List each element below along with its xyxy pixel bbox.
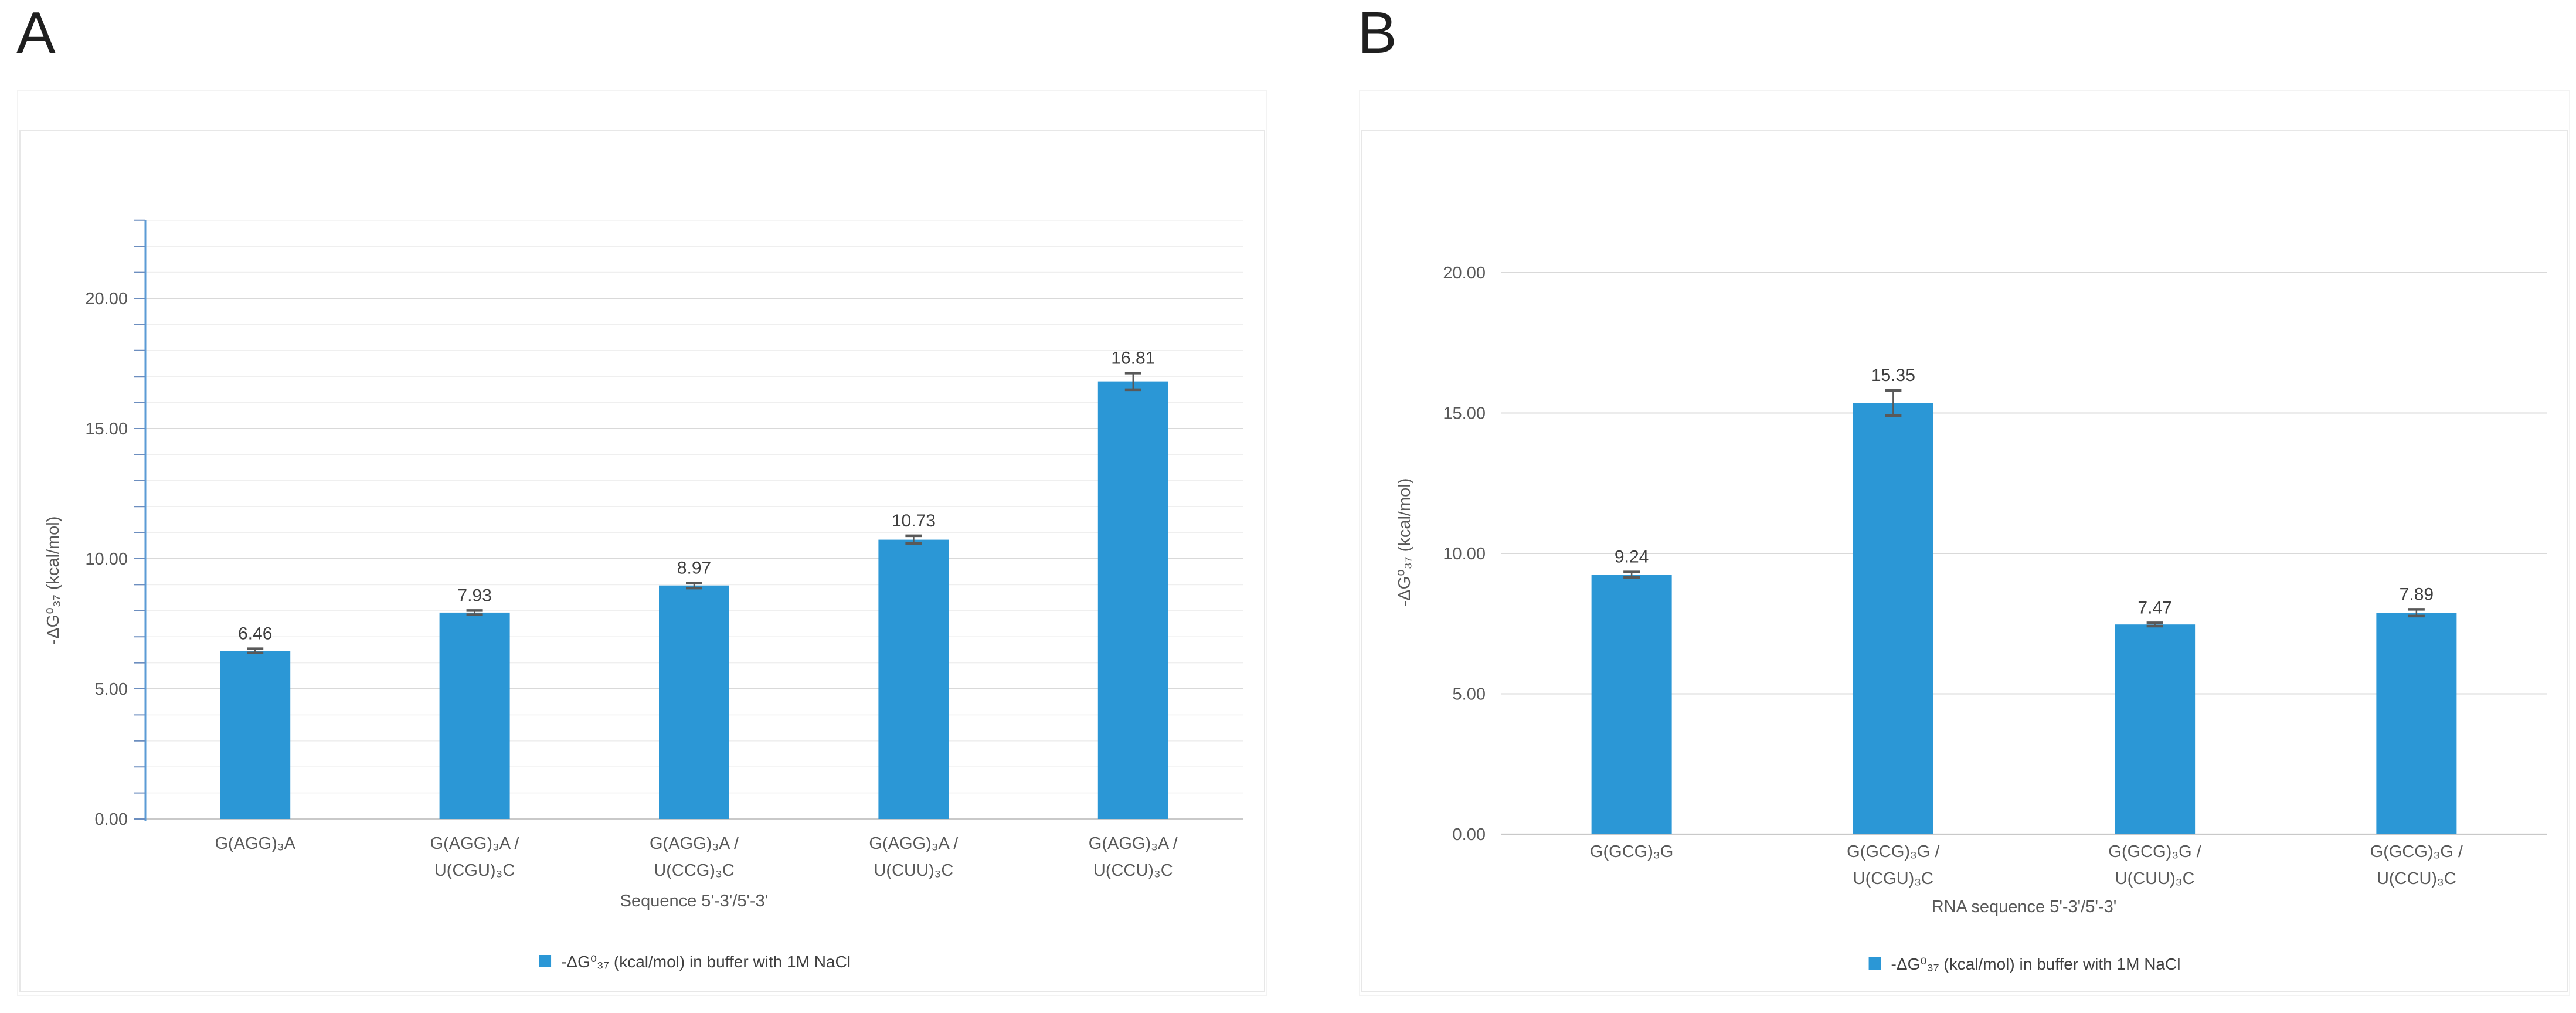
bar bbox=[220, 651, 291, 819]
chart-frame bbox=[1361, 130, 2568, 992]
bar bbox=[2376, 613, 2457, 834]
legend-swatch bbox=[1868, 957, 1881, 970]
category-label: G(GCG)₃G bbox=[1590, 842, 1673, 861]
y-tick-label: 0.00 bbox=[95, 810, 128, 829]
y-tick-label: 20.00 bbox=[1443, 264, 1486, 283]
category-label: G(GCG)₃G / bbox=[2370, 842, 2463, 861]
y-axis-title: -ΔG⁰₃₇ (kcal/mol) bbox=[1395, 478, 1414, 607]
bar bbox=[1853, 403, 1933, 834]
category-label: U(CCU)₃C bbox=[2377, 869, 2456, 888]
bar bbox=[1097, 381, 1168, 819]
bar-value-label: 10.73 bbox=[892, 511, 936, 531]
bar-value-label: 7.89 bbox=[2400, 584, 2434, 604]
y-tick-label: 15.00 bbox=[1443, 404, 1486, 423]
y-tick-label: 5.00 bbox=[95, 680, 128, 699]
bar-value-label: 15.35 bbox=[1871, 366, 1915, 385]
x-axis-title: Sequence 5'-3'/5'-3' bbox=[620, 892, 769, 910]
panel-letter-b: B bbox=[1358, 0, 1397, 66]
bar-value-label: 8.97 bbox=[677, 558, 711, 577]
category-label: G(AGG)₃A / bbox=[869, 834, 959, 853]
panel-letter-a: A bbox=[16, 0, 56, 66]
y-tick-label: 10.00 bbox=[1443, 545, 1486, 563]
bar-value-label: 9.24 bbox=[1615, 548, 1649, 567]
chart-frame bbox=[19, 130, 1265, 992]
y-tick-label: 10.00 bbox=[85, 550, 128, 569]
category-label: G(GCG)₃G / bbox=[1847, 842, 1940, 861]
bar bbox=[2115, 624, 2196, 834]
category-label: U(CUU)₃C bbox=[2115, 869, 2195, 888]
bar bbox=[439, 612, 510, 819]
category-label: G(GCG)₃G / bbox=[2108, 842, 2201, 861]
y-axis-title: -ΔG⁰₃₇ (kcal/mol) bbox=[44, 516, 63, 645]
category-label: G(AGG)₃A / bbox=[650, 834, 739, 853]
bar bbox=[878, 539, 949, 819]
category-label: U(CGU)₃C bbox=[1853, 869, 1933, 888]
category-label: U(CGU)₃C bbox=[434, 861, 515, 880]
legend-label: -ΔG⁰₃₇ (kcal/mol) in buffer with 1M NaCl bbox=[1891, 955, 2181, 973]
category-label: U(CCU)₃C bbox=[1093, 861, 1173, 880]
y-tick-label: 20.00 bbox=[85, 290, 128, 308]
y-tick-label: 5.00 bbox=[1453, 685, 1486, 704]
bar-value-label: 6.46 bbox=[238, 624, 272, 644]
legend-label: -ΔG⁰₃₇ (kcal/mol) in buffer with 1M NaCl bbox=[561, 953, 851, 971]
x-axis-title: RNA sequence 5'-3'/5'-3' bbox=[1932, 898, 2117, 916]
legend-swatch bbox=[539, 955, 552, 967]
category-label: G(AGG)₃A / bbox=[430, 834, 520, 853]
category-label: G(AGG)₃A bbox=[215, 834, 295, 853]
bar-value-label: 16.81 bbox=[1111, 348, 1155, 368]
y-tick-label: 15.00 bbox=[85, 420, 128, 438]
bar-value-label: 7.47 bbox=[2137, 598, 2171, 617]
bar bbox=[659, 585, 729, 819]
bar bbox=[1591, 575, 1672, 834]
category-label: U(CUU)₃C bbox=[874, 861, 953, 880]
bar-value-label: 7.93 bbox=[457, 586, 491, 605]
category-label: G(AGG)₃A / bbox=[1089, 834, 1178, 853]
y-tick-label: 0.00 bbox=[1453, 825, 1486, 844]
category-label: U(CCG)₃C bbox=[654, 861, 734, 880]
